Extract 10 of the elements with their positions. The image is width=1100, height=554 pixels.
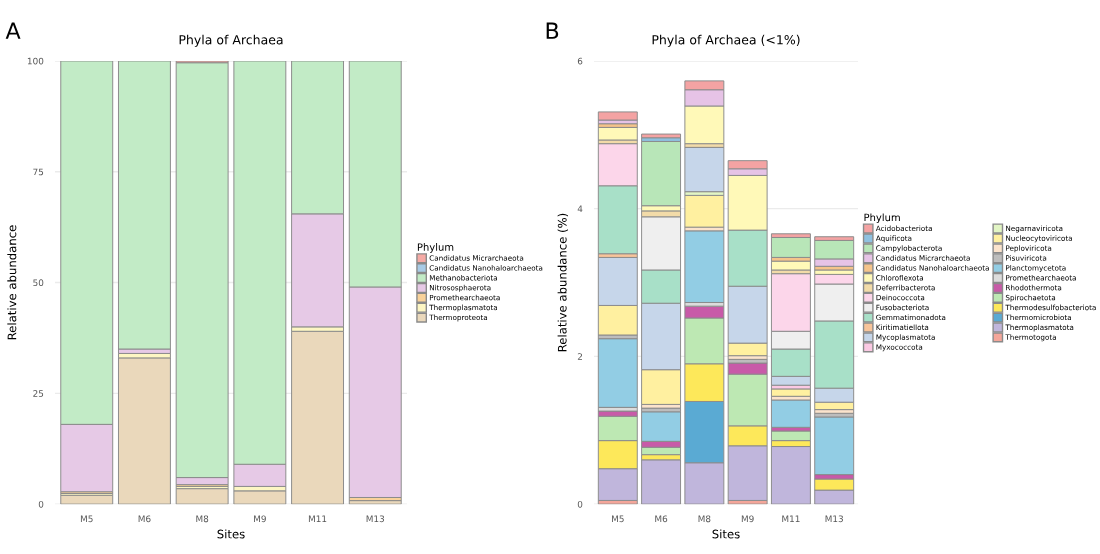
bar — [233, 490, 287, 505]
bar — [597, 111, 638, 121]
bar — [117, 357, 171, 505]
bar — [175, 62, 229, 479]
bar — [727, 160, 768, 170]
bar — [175, 488, 229, 505]
text: A — [5, 22, 21, 39]
text: B — [546, 22, 559, 39]
bar — [291, 330, 345, 505]
bar — [117, 60, 171, 350]
